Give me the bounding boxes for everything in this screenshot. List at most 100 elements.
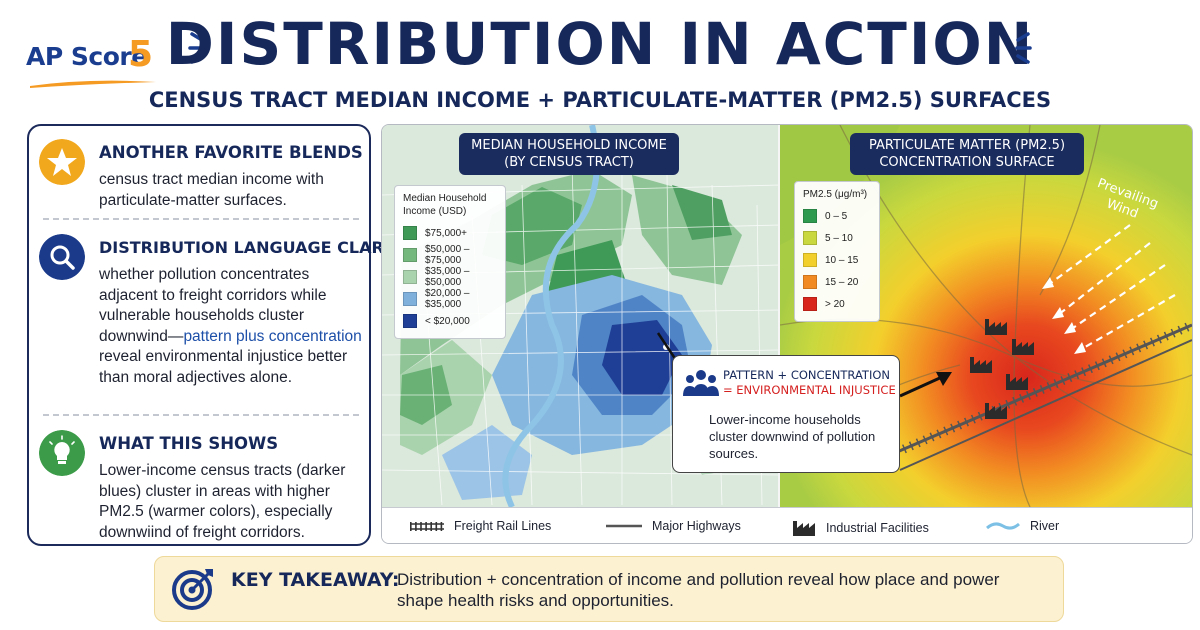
favorite-blends-block: ANOTHER FAVORITE BLENDS census tract med…	[39, 139, 364, 209]
legend-swatch	[403, 248, 417, 262]
legend-swatch	[403, 226, 417, 240]
callout-arrow-icon	[899, 372, 952, 398]
freight-rail-line	[889, 323, 1192, 457]
highway-icon	[606, 524, 642, 528]
income-map-title-line2: (BY CENSUS TRACT)	[504, 155, 634, 170]
pm25-map-title-line1: PARTICULATE MATTER (PM2.5)	[868, 138, 1066, 153]
block-text-part: reveal environmental injustice better th…	[99, 348, 348, 386]
legend-label: 0 – 5	[825, 210, 848, 222]
legend-label: 5 – 10	[825, 232, 853, 244]
block-title: WHAT THIS SHOWS	[99, 434, 279, 453]
key-takeaway-banner: KEY TAKEAWAY: Distribution + concentrati…	[154, 556, 1064, 622]
legend-title: PM2.5 (μg/m³)	[803, 189, 868, 200]
legend-title: Median Household Income (USD)	[403, 193, 487, 217]
target-icon	[172, 569, 213, 610]
key-label: Major Highways	[652, 519, 741, 533]
right-accent-icon	[1015, 32, 1032, 64]
highlighted-phrase: pattern plus concentration	[183, 327, 362, 345]
key-item-rail: Freight Rail Lines	[410, 519, 551, 533]
map-key: Freight Rail Lines Major Highways Indust…	[382, 507, 1192, 543]
factory-icon	[970, 357, 992, 373]
star-icon	[39, 139, 85, 185]
legend-swatch	[403, 270, 417, 284]
legend-swatch	[803, 209, 817, 223]
legend-item: $50,000 – $75,000	[403, 244, 497, 266]
callout-pointer-icon	[656, 332, 678, 361]
takeaway-text: Distribution + concentration of income a…	[397, 570, 1000, 610]
callout-text: Lower-income households cluster downwind…	[709, 412, 876, 461]
rail-line-icon	[410, 522, 444, 531]
tract-boundaries	[382, 164, 780, 506]
block-title: ANOTHER FAVORITE BLENDS	[99, 143, 363, 162]
key-item-highway: Major Highways	[606, 519, 741, 533]
callout-title: PATTERN + CONCENTRATION = ENVIRONMENTAL …	[723, 368, 896, 398]
divider	[43, 218, 359, 220]
factory-icon	[793, 521, 815, 536]
legend-swatch	[803, 231, 817, 245]
legend-item: < $20,000	[403, 310, 497, 332]
callout-title-line1: PATTERN + CONCENTRATION	[723, 368, 891, 382]
people-group-icon	[683, 370, 719, 396]
factory-icon	[1006, 374, 1028, 390]
block-title: DISTRIBUTION LANGUAGE CLARIFIES	[99, 238, 430, 257]
key-item-industrial: Industrial Facilities	[792, 519, 929, 537]
block-text: whether pollution concentrates adjacent …	[99, 265, 367, 388]
income-map: MEDIAN HOUSEHOLD INCOME (BY CENSUS TRACT…	[382, 125, 780, 507]
logo-swoosh-icon	[30, 80, 156, 88]
left-accent-icon	[188, 32, 205, 64]
legend-label: 10 – 15	[825, 254, 859, 266]
legend-item: $20,000 – $35,000	[403, 288, 497, 310]
legend-item: > 20	[803, 293, 871, 315]
industrial-facilities	[970, 319, 1034, 419]
legend-swatch	[803, 297, 817, 311]
income-map-title: MEDIAN HOUSEHOLD INCOME (BY CENSUS TRACT…	[459, 133, 679, 175]
takeaway-label: KEY TAKEAWAY:	[231, 569, 400, 591]
key-label: Freight Rail Lines	[454, 519, 552, 533]
legend-label: $35,000 – $50,000	[425, 266, 470, 288]
income-legend: Median Household Income (USD) $75,000+ $…	[394, 185, 506, 339]
injustice-callout: PATTERN + CONCENTRATION = ENVIRONMENTAL …	[672, 355, 900, 473]
distribution-language-block: DISTRIBUTION LANGUAGE CLARIFIES whether …	[39, 234, 429, 414]
pm25-map-title-line2: CONCENTRATION SURFACE	[879, 155, 1055, 170]
legend-swatch	[403, 314, 417, 328]
income-map-title-line1: MEDIAN HOUSEHOLD INCOME	[471, 138, 667, 153]
key-label: River	[1030, 519, 1060, 533]
callout-title-line2: = ENVIRONMENTAL INJUSTICE	[723, 383, 896, 397]
block-text-part: whether pollution concentrates adjacent …	[99, 266, 327, 345]
block-text: Lower-income census tracts (darker blues…	[99, 462, 346, 541]
legend-item: 15 – 20	[803, 271, 871, 293]
legend-label: < $20,000	[425, 315, 470, 327]
key-label: Industrial Facilities	[826, 521, 929, 535]
map-comparison: MEDIAN HOUSEHOLD INCOME (BY CENSUS TRACT…	[381, 124, 1193, 544]
pm25-map-title: PARTICULATE MATTER (PM2.5) CONCENTRATION…	[850, 133, 1084, 175]
legend-item: $35,000 – $50,000	[403, 266, 497, 288]
what-this-shows-block: WHAT THIS SHOWS Lower-income census trac…	[39, 430, 364, 541]
legend-label: $50,000 – $75,000	[425, 244, 470, 266]
factory-icon	[985, 403, 1007, 419]
legend-label: $20,000 – $35,000	[425, 288, 470, 310]
lightbulb-icon	[39, 430, 85, 476]
pm25-legend: PM2.5 (μg/m³) 0 – 5 5 – 10 10 – 15 15 – …	[794, 181, 880, 322]
legend-item: 5 – 10	[803, 227, 871, 249]
search-icon	[39, 234, 85, 280]
factory-icon	[1012, 339, 1034, 355]
page-subtitle: CENSUS TRACT MEDIAN INCOME + PARTICULATE…	[148, 88, 1052, 112]
wind-arrows-icon	[1047, 224, 1176, 351]
logo-number: 5	[128, 34, 154, 75]
legend-label: $75,000+	[425, 227, 467, 239]
page-title: DISTRIBUTION IN ACTION	[165, 10, 1035, 78]
legend-swatch	[803, 253, 817, 267]
river-icon	[986, 522, 1020, 530]
legend-swatch	[803, 275, 817, 289]
legend-item: 10 – 15	[803, 249, 871, 271]
key-item-river: River	[986, 519, 1059, 533]
map-divider	[778, 125, 781, 507]
block-text: census tract median income with particul…	[99, 171, 324, 209]
wind-arrowheads	[1042, 277, 1086, 354]
legend-label: > 20	[825, 298, 845, 310]
freight-rail-line	[899, 339, 1192, 471]
tract-group-low-income	[442, 425, 532, 500]
divider	[43, 414, 359, 416]
legend-swatch	[403, 292, 417, 306]
legend-label: 15 – 20	[825, 276, 859, 288]
